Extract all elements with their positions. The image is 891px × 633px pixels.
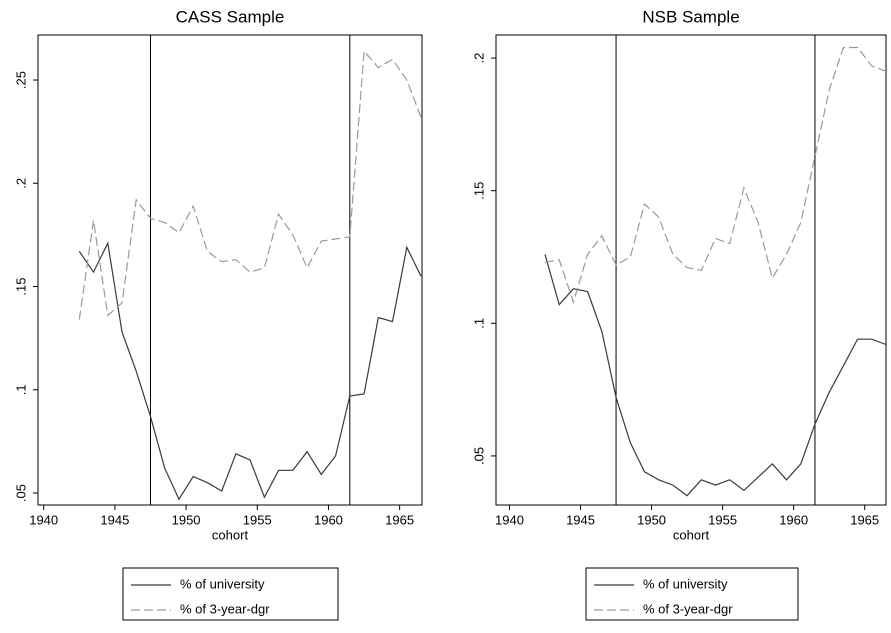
y-tick-label: .15 bbox=[13, 277, 28, 295]
plot-frame bbox=[37, 34, 423, 506]
x-tick-label: 1950 bbox=[172, 512, 201, 527]
series-line bbox=[78, 49, 422, 320]
y-tick-label: .1 bbox=[471, 318, 486, 329]
y-tick-label: .15 bbox=[471, 182, 486, 200]
y-tick-label: .05 bbox=[13, 484, 28, 502]
legend-label: % of 3-year-dgr bbox=[180, 601, 270, 616]
x-tick-label: 1955 bbox=[243, 512, 272, 527]
y-tick-label: .05 bbox=[471, 447, 486, 465]
series-line bbox=[78, 241, 422, 501]
x-tick-label: 1960 bbox=[314, 512, 343, 527]
x-axis-label: cohort bbox=[673, 527, 710, 542]
series-line bbox=[544, 254, 887, 497]
legend-box bbox=[122, 567, 339, 621]
x-axis-label: cohort bbox=[212, 527, 249, 542]
chart-title: CASS Sample bbox=[176, 7, 285, 26]
x-tick-label: 1965 bbox=[850, 512, 879, 527]
legend-label: % of university bbox=[180, 576, 265, 591]
x-tick-label: 1945 bbox=[566, 512, 595, 527]
y-tick-label: .2 bbox=[471, 53, 486, 64]
chart-title: NSB Sample bbox=[642, 7, 739, 26]
x-tick-label: 1960 bbox=[779, 512, 808, 527]
x-tick-label: 1940 bbox=[495, 512, 524, 527]
y-tick-label: .25 bbox=[13, 71, 28, 89]
y-tick-label: .1 bbox=[13, 384, 28, 395]
x-tick-label: 1945 bbox=[100, 512, 129, 527]
legend-box bbox=[585, 567, 799, 621]
x-tick-label: 1950 bbox=[637, 512, 666, 527]
x-tick-label: 1955 bbox=[708, 512, 737, 527]
series-line bbox=[544, 46, 887, 305]
x-tick-label: 1965 bbox=[385, 512, 414, 527]
y-tick-label: .2 bbox=[13, 178, 28, 189]
legend-label: % of university bbox=[643, 576, 728, 591]
legend-label: % of 3-year-dgr bbox=[643, 601, 733, 616]
plot-frame bbox=[495, 34, 887, 506]
x-tick-label: 1940 bbox=[29, 512, 58, 527]
